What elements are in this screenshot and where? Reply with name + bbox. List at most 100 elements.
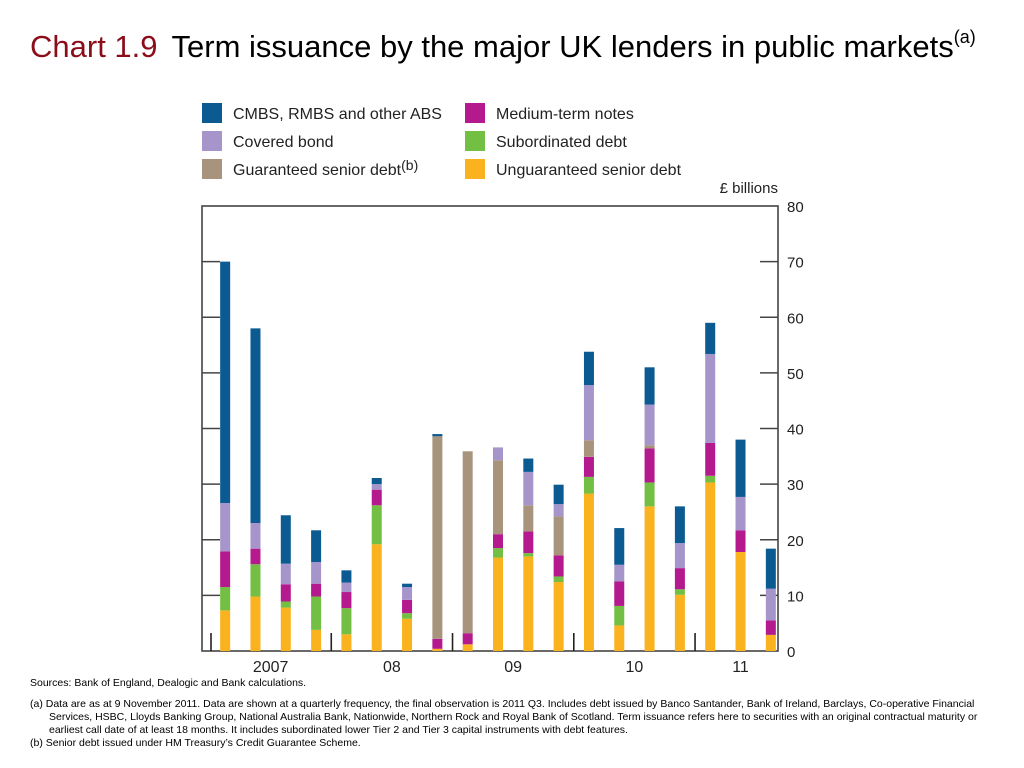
bar-segment-covered-bond — [371, 484, 382, 490]
bar-segment-unguaranteed-senior-debt — [311, 629, 322, 651]
y-tick-label: 20 — [787, 533, 804, 550]
x-year-label: 10 — [626, 659, 644, 676]
bar-segment-cmbs-rmbs-and-other-abs — [614, 528, 625, 565]
footnote-a: (a) Data are as at 9 November 2011. Data… — [30, 698, 978, 736]
bar-segment-subordinated-debt — [523, 553, 534, 557]
bar-segment-subordinated-debt — [614, 605, 625, 626]
bar-segment-subordinated-debt — [553, 576, 564, 583]
bar-segment-cmbs-rmbs-and-other-abs — [220, 261, 231, 504]
bar-segment-unguaranteed-senior-debt — [523, 556, 534, 651]
bar-segment-covered-bond — [644, 404, 655, 446]
bar-segment-guaranteed-senior-debt — [523, 505, 534, 532]
y-units-label: £ billions — [720, 180, 778, 197]
x-year-label: 09 — [504, 659, 522, 676]
bar-segment-medium-term-notes — [644, 448, 655, 483]
bar-segment-unguaranteed-senior-debt — [220, 610, 231, 651]
bar-segment-covered-bond — [735, 496, 746, 531]
bar-segment-unguaranteed-senior-debt — [341, 634, 352, 651]
footnote-b: (b) Senior debt issued under HM Treasury… — [30, 737, 361, 749]
bar-segment-medium-term-notes — [432, 638, 443, 649]
bar-segment-subordinated-debt — [644, 482, 655, 507]
bar-segment-unguaranteed-senior-debt — [765, 634, 776, 651]
bar-segment-medium-term-notes — [614, 581, 625, 606]
legend-label-covered-bond: Covered bond — [233, 134, 334, 151]
bar-segment-unguaranteed-senior-debt — [371, 544, 382, 651]
bar-segment-cmbs-rmbs-and-other-abs — [523, 458, 534, 472]
bar-segment-unguaranteed-senior-debt — [705, 482, 716, 651]
x-year-label: 08 — [383, 659, 401, 676]
bar-segment-guaranteed-senior-debt — [644, 445, 655, 449]
bar-segment-medium-term-notes — [341, 592, 352, 609]
bar-segment-subordinated-debt — [280, 601, 291, 608]
legend-label-unguaranteed-senior-debt: Unguaranteed senior debt — [496, 162, 682, 179]
y-tick-label: 50 — [787, 366, 804, 383]
bar-segment-unguaranteed-senior-debt — [462, 644, 473, 651]
bar-segment-unguaranteed-senior-debt — [250, 596, 261, 651]
bar-segment-medium-term-notes — [583, 456, 594, 477]
bar-segment-cmbs-rmbs-and-other-abs — [553, 484, 564, 505]
bar-segment-covered-bond — [250, 523, 261, 549]
bar-segment-subordinated-debt — [250, 564, 261, 597]
bar-segment-cmbs-rmbs-and-other-abs — [311, 530, 322, 562]
legend-swatch-covered-bond — [202, 131, 222, 151]
bar-segment-unguaranteed-senior-debt — [493, 557, 503, 651]
bar-segment-medium-term-notes — [280, 584, 291, 602]
bar-segment-cmbs-rmbs-and-other-abs — [644, 367, 655, 405]
y-tick-label: 30 — [787, 477, 804, 494]
bar-segment-guaranteed-senior-debt — [583, 440, 594, 457]
y-tick-label: 10 — [787, 588, 804, 605]
chart-title: Chart 1.9 Term issuance by the major UK l… — [30, 28, 990, 66]
bar-segment-medium-term-notes — [371, 489, 382, 506]
bar-segment-medium-term-notes — [462, 633, 473, 645]
sources-note: Sources: Bank of England, Dealogic and B… — [30, 677, 307, 689]
bar-segment-unguaranteed-senior-debt — [614, 625, 625, 651]
bar-segment-medium-term-notes — [250, 548, 261, 565]
bar-segment-covered-bond — [765, 588, 776, 621]
legend-swatch-guaranteed-senior-debt — [202, 159, 222, 179]
bar-segment-cmbs-rmbs-and-other-abs — [341, 570, 352, 583]
title-footnote-marker: (a) — [953, 27, 976, 47]
bar-segment-subordinated-debt — [341, 608, 352, 635]
bar-segment-medium-term-notes — [220, 551, 231, 588]
bar-segment-unguaranteed-senior-debt — [280, 607, 291, 651]
bar-segment-covered-bond — [220, 503, 231, 552]
bar-segment-covered-bond — [583, 385, 594, 441]
chart-notes: Sources: Bank of England, Dealogic and B… — [30, 677, 995, 750]
bar-segment-unguaranteed-senior-debt — [402, 618, 413, 651]
x-year-label: 2007 — [253, 659, 289, 676]
bar-segment-subordinated-debt — [311, 596, 322, 630]
legend-swatch-cmbs-rmbs-and-other-abs — [202, 103, 222, 123]
bar-segment-subordinated-debt — [674, 589, 685, 595]
bar-segment-medium-term-notes — [674, 568, 685, 590]
bar-segment-medium-term-notes — [765, 620, 776, 635]
bar-segment-covered-bond — [523, 471, 534, 506]
bar-segment-cmbs-rmbs-and-other-abs — [705, 322, 716, 354]
bar-segment-medium-term-notes — [402, 599, 413, 614]
legend-label-medium-term-notes: Medium-term notes — [496, 106, 634, 123]
y-tick-label: 60 — [787, 310, 804, 327]
bar-segment-medium-term-notes — [311, 583, 322, 597]
y-tick-label: 70 — [787, 255, 804, 272]
bar-segment-medium-term-notes — [553, 555, 564, 577]
bar-segment-covered-bond — [614, 564, 625, 582]
bar-segment-cmbs-rmbs-and-other-abs — [735, 439, 746, 497]
bar-segment-covered-bond — [493, 447, 503, 461]
bar-segment-covered-bond — [402, 587, 413, 600]
bar-segment-unguaranteed-senior-debt — [583, 493, 594, 651]
bar-segment-subordinated-debt — [583, 476, 594, 494]
bar-segment-covered-bond — [553, 504, 564, 517]
bar-segment-guaranteed-senior-debt — [462, 451, 473, 634]
bar-segment-guaranteed-senior-debt — [553, 516, 564, 556]
bar-segment-guaranteed-senior-debt — [493, 460, 503, 535]
y-tick-label: 80 — [787, 199, 804, 216]
bar-segment-covered-bond — [674, 543, 685, 569]
y-tick-label: 0 — [787, 644, 795, 661]
bar-segment-unguaranteed-senior-debt — [674, 594, 685, 651]
bar-segment-covered-bond — [311, 562, 322, 584]
bar-segment-unguaranteed-senior-debt — [553, 582, 564, 651]
bar-segment-cmbs-rmbs-and-other-abs — [674, 506, 685, 544]
stacked-bar-chart: 0 10 20 30 40 50 60 70 80 £ billions 2007 08 09 10 11 C… — [201, 103, 804, 676]
legend-swatch-unguaranteed-senior-debt — [465, 159, 485, 179]
y-tick-label: 40 — [787, 422, 804, 439]
bar-segment-medium-term-notes — [705, 442, 716, 476]
